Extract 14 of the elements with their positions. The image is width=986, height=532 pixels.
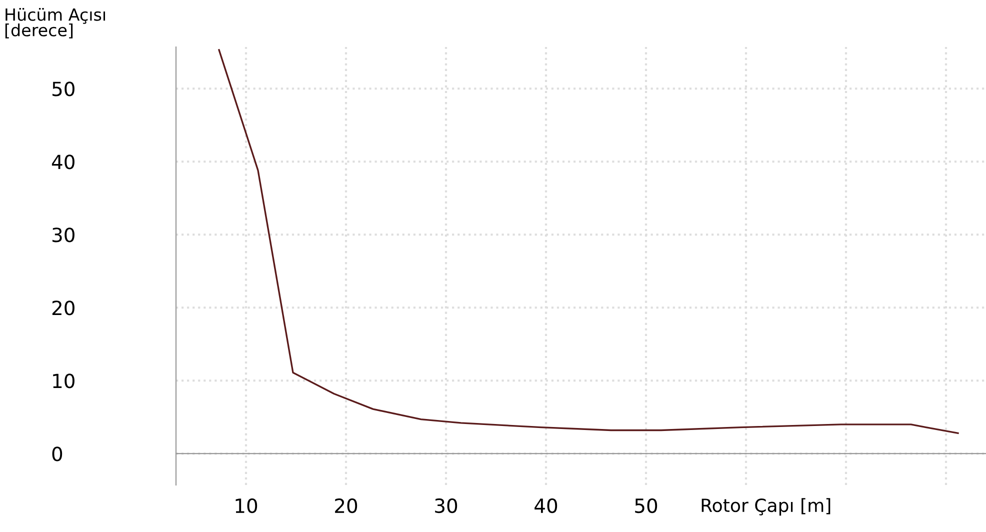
x-tick-label: 40 [534,498,558,514]
y-tick-label: 50 [52,82,74,96]
y-tick-label: 40 [52,154,74,170]
line-series [218,49,959,434]
x-tick-label: 20 [335,498,358,514]
y-tick-label: 0 [52,446,62,462]
x-tick-label: 10 [236,498,258,514]
y-tick-label: 30 [52,228,74,242]
y-tick-label: 20 [52,300,74,316]
x-tick-label: 50 [635,498,658,514]
x-tick-label: 30 [435,498,458,514]
y-axis-title: Hücüm Açısı [derece] [5,8,106,38]
y-tick-label: 10 [53,374,74,388]
x-axis-title: Rotor Çapı [m] [702,498,830,516]
